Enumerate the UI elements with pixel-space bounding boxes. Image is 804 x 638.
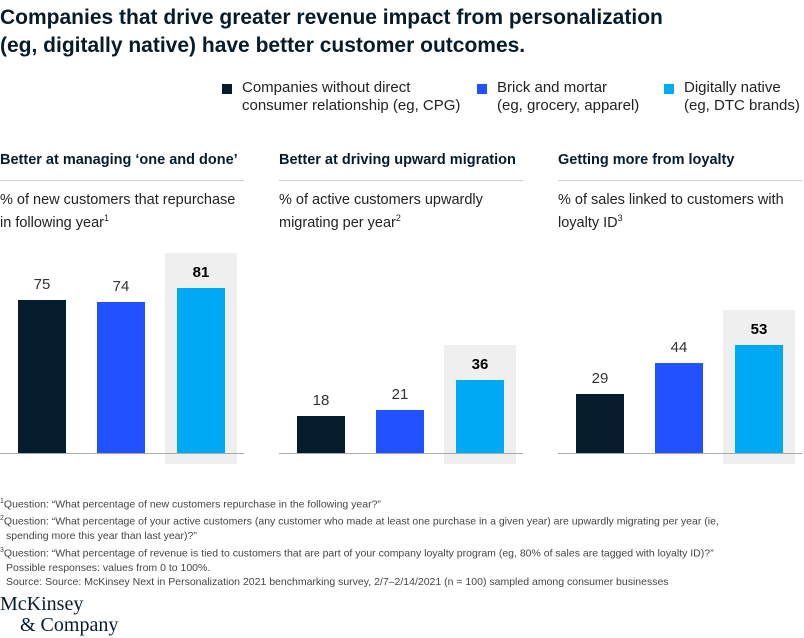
legend-item-brick-mortar: Brick and mortar (eg, grocery, apparel) — [477, 79, 639, 115]
footnote-text: Question: “What percentage of your activ… — [3, 515, 719, 528]
bar-2 — [97, 302, 145, 453]
subtitle-text: % of new customers that repurchase in fo… — [0, 192, 236, 231]
divider — [558, 180, 802, 181]
data-label: 81 — [192, 263, 210, 281]
legend-swatch — [477, 84, 487, 94]
mckinsey-logo: McKinsey & Company — [0, 594, 118, 636]
data-label: 36 — [471, 355, 489, 373]
title-line-2: (eg, digitally native) have better custo… — [0, 34, 526, 57]
logo-line-2: & Company — [20, 614, 119, 636]
bar-2 — [655, 363, 703, 453]
baseline — [0, 453, 244, 454]
footnote-3: 3Question: “What percentage of revenue i… — [0, 544, 800, 561]
chart-panel-1: Better at managing ‘one and done’ % of n… — [0, 0, 244, 480]
footnote-1: 1Question: “What percentage of new custo… — [0, 495, 800, 512]
legend-swatch — [664, 84, 674, 94]
bar-1 — [297, 416, 345, 453]
subtitle-text: % of active customers upwardly migrating… — [279, 192, 483, 231]
panel-title: Better at driving upward migration — [279, 152, 516, 168]
legend-label: (eg, grocery, apparel) — [497, 97, 640, 114]
data-label: 74 — [112, 278, 130, 296]
divider — [0, 180, 244, 181]
footnote-mark: 1 — [0, 498, 4, 505]
footnote-mark: 2 — [395, 213, 401, 223]
data-label: 44 — [670, 339, 688, 357]
footnote-2-cont: spending more this year than last year)?… — [6, 530, 197, 542]
bar-3 — [177, 287, 225, 453]
legend-label: (eg, DTC brands) — [684, 97, 800, 114]
legend-item-cpg: Companies without direct consumer relatio… — [222, 79, 460, 115]
footnote-text: Question: “What percentage of revenue is… — [3, 547, 714, 559]
logo-line-1: McKinsey — [0, 593, 84, 615]
panel-title: Getting more from loyalty — [558, 152, 735, 168]
panel-title: Better at managing ‘one and done’ — [0, 152, 238, 168]
subtitle-text: % of sales linked to customers with loya… — [558, 192, 784, 231]
data-label: 75 — [33, 276, 51, 293]
legend-label: Digitally native — [684, 79, 781, 96]
footnote-mark: 1 — [103, 213, 109, 223]
panel-subtitle: % of new customers that repurchase in fo… — [0, 191, 244, 232]
legend-label: consumer relationship (eg, CPG) — [242, 97, 461, 114]
legend-label: Brick and mortar — [497, 79, 608, 96]
baseline — [558, 453, 802, 454]
title-line-1: Companies that drive greater revenue imp… — [0, 6, 663, 29]
bar-1 — [576, 393, 624, 453]
panel-subtitle: % of active customers upwardly migrating… — [279, 191, 523, 232]
footnote-mark: 3 — [617, 213, 623, 223]
footnote-mark: 2 — [0, 515, 4, 522]
bar-3 — [735, 344, 783, 453]
chart-panel-2: Better at driving upward migration % of … — [279, 0, 523, 480]
baseline — [279, 453, 523, 454]
data-label: 21 — [391, 386, 409, 404]
chart-panel-3: Getting more from loyalty % of sales lin… — [558, 0, 802, 480]
bar-2 — [376, 410, 424, 453]
legend-item-digital-native: Digitally native (eg, DTC brands) — [664, 79, 800, 115]
chart-title: Companies that drive greater revenue imp… — [0, 4, 800, 60]
data-label: 53 — [750, 320, 768, 338]
footnotes: 1Question: “What percentage of new custo… — [0, 495, 800, 590]
legend-label: Companies without direct — [242, 79, 411, 96]
data-label: 18 — [312, 392, 330, 410]
footnote-2: 2Question: “What percentage of your acti… — [0, 512, 800, 529]
legend-swatch — [222, 84, 232, 94]
data-label: 29 — [591, 369, 609, 387]
footnote-text: Question: “What percentage of new custom… — [3, 498, 381, 511]
bar-1 — [18, 300, 66, 453]
footnote-mark: 3 — [0, 546, 4, 554]
source-note: Source: Source: McKinsey Next in Persona… — [6, 576, 669, 588]
footnote-3-cont: Possible responses: values from 0 to 100… — [6, 561, 211, 574]
panel-subtitle: % of sales linked to customers with loya… — [558, 191, 802, 232]
bar-3 — [456, 379, 504, 453]
divider — [279, 180, 523, 181]
